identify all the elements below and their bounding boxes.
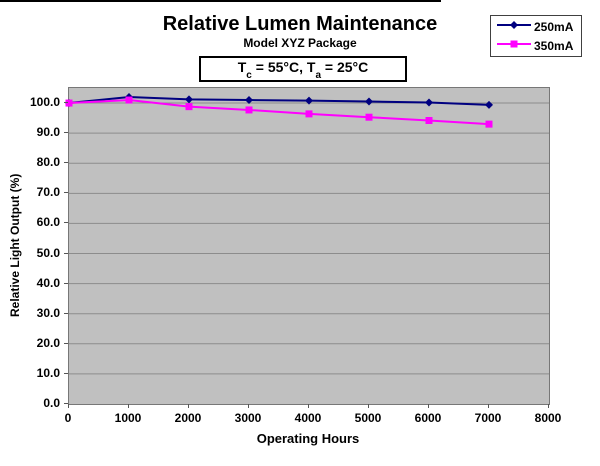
legend-swatch-svg	[497, 20, 531, 29]
chart-title: Relative Lumen Maintenance	[162, 13, 438, 35]
square-marker	[485, 120, 493, 128]
y-tick-mark	[64, 342, 68, 344]
y-tick-mark	[64, 372, 68, 374]
y-tick-mark	[64, 403, 68, 404]
y-tick-mark	[64, 192, 68, 194]
y-tick-label: 50.0	[36, 245, 60, 260]
y-tick-label: 60.0	[36, 215, 60, 230]
square-marker	[510, 40, 518, 47]
y-tick-mark	[64, 162, 68, 164]
x-tick-mark	[308, 404, 309, 408]
x-tick-label: 3000	[234, 411, 262, 425]
x-tick-mark	[68, 404, 69, 408]
legend: 250mA 350mA	[490, 15, 582, 57]
square-marker	[365, 113, 373, 121]
x-tick-label: 2000	[174, 411, 202, 425]
legend-label: 250mA	[534, 19, 574, 34]
x-tick-label: 0	[64, 411, 72, 425]
plot-svg	[65, 93, 549, 375]
square-marker	[425, 117, 433, 125]
x-tick-label: 6000	[414, 411, 442, 425]
chart-subtitle: Model XYZ Package	[243, 36, 357, 50]
square-marker	[245, 106, 253, 114]
legend-item-350ma: 350mA	[496, 37, 581, 54]
series-line	[68, 99, 490, 126]
diamond-marker	[485, 100, 493, 109]
x-tick-mark	[428, 404, 429, 408]
diamond-marker	[305, 96, 313, 105]
legend-label: 350mA	[534, 38, 574, 53]
x-tick-mark	[548, 404, 549, 408]
x-tick-label: 1000	[114, 411, 142, 425]
x-tick-mark	[368, 404, 369, 408]
diamond-marker	[425, 98, 433, 107]
y-tick-mark	[64, 102, 68, 104]
diamond-marker	[365, 97, 373, 106]
y-tick-label: 0.0	[43, 396, 60, 410]
diamond-marker	[245, 96, 253, 105]
param-text: Tc = 55°C, Ta = 25°C	[237, 59, 369, 81]
y-tick-mark	[64, 132, 68, 134]
y-tick-label: 80.0	[36, 155, 60, 170]
legend-swatch-svg	[497, 40, 531, 47]
square-marker	[185, 103, 193, 111]
diamond-marker	[185, 95, 193, 104]
diamond-marker	[510, 20, 518, 29]
y-tick-label: 20.0	[36, 335, 60, 350]
series-line	[68, 96, 490, 106]
square-marker	[65, 99, 73, 107]
x-tick-mark	[188, 404, 189, 408]
y-tick-label: 30.0	[36, 305, 60, 320]
y-tick-mark	[64, 222, 68, 224]
line-diamond-marker-icon	[496, 18, 532, 36]
y-tick-label: 100.0	[29, 95, 60, 110]
y-tick-label: 40.0	[36, 275, 60, 290]
square-marker	[305, 110, 313, 118]
plot-area	[65, 87, 550, 405]
legend-item-250ma: 250mA	[496, 18, 581, 35]
line-square-marker-icon	[496, 37, 532, 55]
x-tick-label: 4000	[294, 411, 322, 425]
y-tick-mark	[64, 282, 68, 284]
y-tick-mark	[64, 312, 68, 314]
x-tick-label: 7000	[474, 411, 502, 425]
x-tick-mark	[248, 404, 249, 408]
x-tick-mark	[488, 404, 489, 408]
top-border-line	[0, 0, 441, 2]
series-350mA	[65, 96, 493, 128]
y-tick-label: 70.0	[36, 185, 60, 200]
square-marker	[125, 96, 133, 104]
y-tick-label: 10.0	[36, 365, 60, 380]
y-tick-label: 90.0	[36, 125, 60, 140]
y-tick-mark	[64, 252, 68, 254]
x-tick-mark	[128, 404, 129, 408]
x-tick-label: 5000	[354, 411, 382, 425]
x-tick-label: 8000	[534, 411, 562, 425]
x-axis-title: Operating Hours	[256, 431, 360, 446]
test-conditions-box: Tc = 55°C, Ta = 25°C	[199, 56, 407, 82]
